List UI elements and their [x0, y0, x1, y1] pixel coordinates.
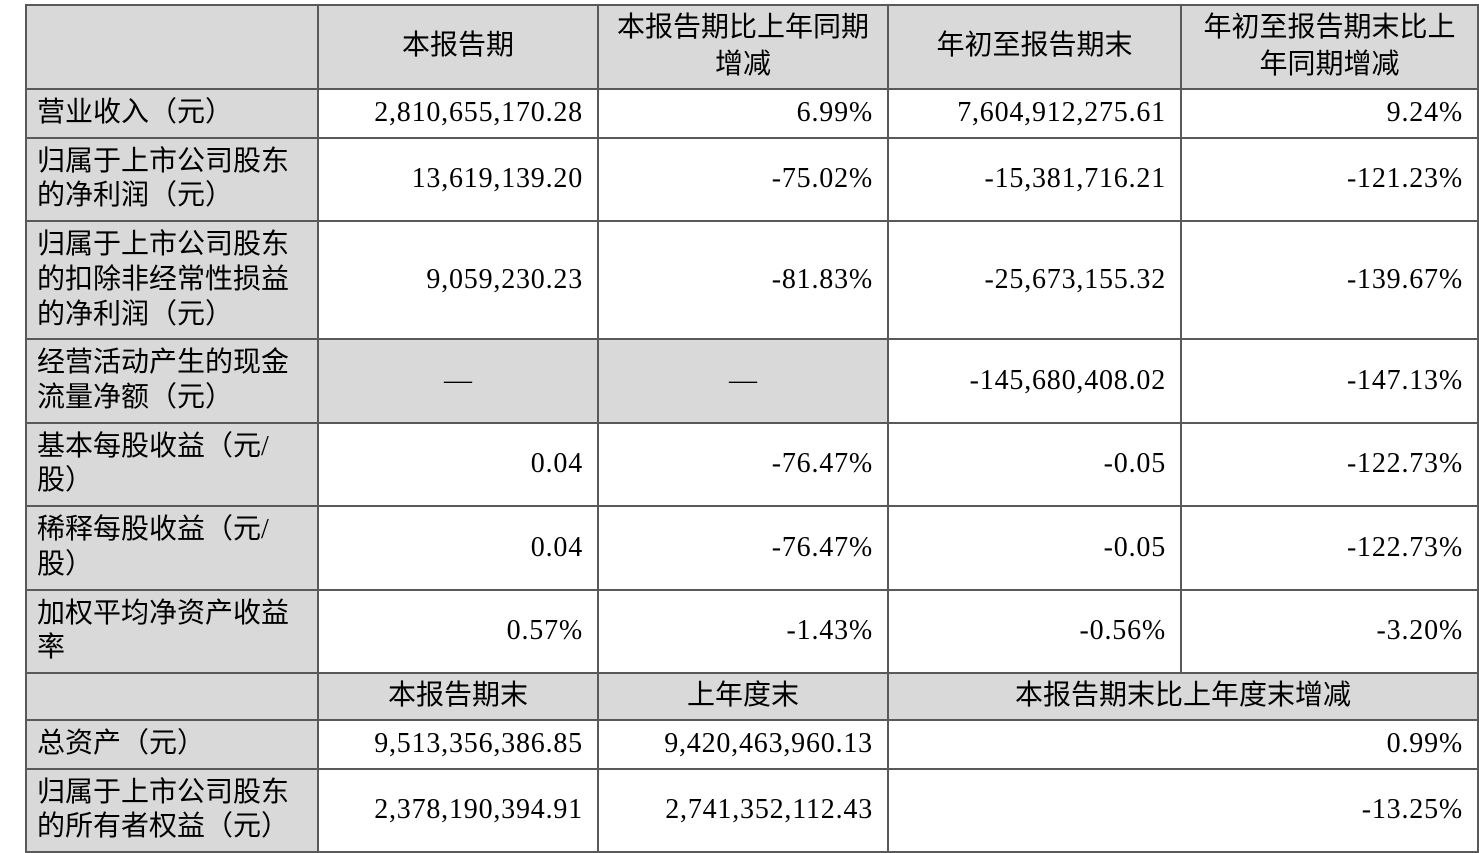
value-cell: -0.56%: [887, 588, 1182, 674]
value-cell: 9,513,356,386.85: [317, 718, 599, 770]
value-cell: 2,741,352,112.43: [597, 767, 889, 853]
financial-summary-table: 本报告期 本报告期比上年同期增减 年初至报告期末 年初至报告期末比上年同期增减 …: [25, 4, 1479, 853]
value-cell: -76.47%: [597, 421, 889, 508]
value-cell: 2,810,655,170.28: [317, 87, 599, 139]
row-label: 经营活动产生的现金流量净额（元）: [25, 338, 319, 424]
balance-header-row: 本报告期末 上年度末 本报告期末比上年度末增减: [25, 671, 1479, 721]
value-cell: 9.24%: [1180, 87, 1479, 139]
value-cell: -121.23%: [1180, 136, 1479, 223]
table-row-equity-attributable-to-shareholders: 归属于上市公司股东的所有者权益（元） 2,378,190,394.91 2,74…: [25, 767, 1479, 853]
row-label: 总资产（元）: [25, 718, 319, 770]
value-cell: -145,680,408.02: [887, 338, 1182, 424]
corner-cell: [25, 4, 319, 90]
value-cell: 0.99%: [887, 718, 1479, 770]
value-cell: 9,420,463,960.13: [597, 718, 889, 770]
not-applicable-cell: —: [597, 338, 889, 424]
row-label: 基本每股收益（元/股）: [25, 421, 319, 508]
value-cell: 0.57%: [317, 588, 599, 674]
table-row-weighted-avg-roe: 加权平均净资产收益率 0.57% -1.43% -0.56% -3.20%: [25, 588, 1479, 674]
value-cell: 6.99%: [597, 87, 889, 139]
corner-cell: [25, 671, 319, 721]
value-cell: 0.04: [317, 505, 599, 591]
value-cell: -76.47%: [597, 505, 889, 591]
column-header-ytd: 年初至报告期末: [887, 4, 1182, 90]
value-cell: -15,381,716.21: [887, 136, 1182, 223]
not-applicable-cell: —: [317, 338, 599, 424]
value-cell: -75.02%: [597, 136, 889, 223]
column-header-period-yoy-change: 本报告期比上年同期增减: [597, 4, 889, 90]
value-cell: 13,619,139.20: [317, 136, 599, 223]
value-cell: -147.13%: [1180, 338, 1479, 424]
column-header-ytd-yoy-change: 年初至报告期末比上年同期增减: [1180, 4, 1479, 90]
value-cell: -3.20%: [1180, 588, 1479, 674]
table-row-basic-eps: 基本每股收益（元/股） 0.04 -76.47% -0.05 -122.73%: [25, 421, 1479, 508]
value-cell: 2,378,190,394.91: [317, 767, 599, 853]
value-cell: -25,673,155.32: [887, 220, 1182, 341]
value-cell: -13.25%: [887, 767, 1479, 853]
table-row-revenue: 营业收入（元） 2,810,655,170.28 6.99% 7,604,912…: [25, 87, 1479, 139]
column-header-end-of-last-year: 上年度末: [597, 671, 889, 721]
value-cell: 7,604,912,275.61: [887, 87, 1182, 139]
value-cell: -139.67%: [1180, 220, 1479, 341]
table-row-operating-cash-flow: 经营活动产生的现金流量净额（元） — — -145,680,408.02 -14…: [25, 338, 1479, 424]
row-label: 加权平均净资产收益率: [25, 588, 319, 674]
row-label: 稀释每股收益（元/股）: [25, 505, 319, 591]
table-row-net-profit-excl-nonrecurring: 归属于上市公司股东的扣除非经常性损益的净利润（元） 9,059,230.23 -…: [25, 220, 1479, 341]
period-header-row: 本报告期 本报告期比上年同期增减 年初至报告期末 年初至报告期末比上年同期增减: [25, 4, 1479, 90]
value-cell: -0.05: [887, 421, 1182, 508]
table-row-total-assets: 总资产（元） 9,513,356,386.85 9,420,463,960.13…: [25, 718, 1479, 770]
column-header-current-period: 本报告期: [317, 4, 599, 90]
value-cell: -81.83%: [597, 220, 889, 341]
value-cell: -122.73%: [1180, 421, 1479, 508]
column-header-end-of-period: 本报告期末: [317, 671, 599, 721]
value-cell: -122.73%: [1180, 505, 1479, 591]
table-row-net-profit: 归属于上市公司股东的净利润（元） 13,619,139.20 -75.02% -…: [25, 136, 1479, 223]
row-label: 归属于上市公司股东的扣除非经常性损益的净利润（元）: [25, 220, 319, 341]
column-header-change-vs-last-year-end: 本报告期末比上年度末增减: [887, 671, 1479, 721]
value-cell: -1.43%: [597, 588, 889, 674]
row-label: 归属于上市公司股东的净利润（元）: [25, 136, 319, 223]
row-label: 归属于上市公司股东的所有者权益（元）: [25, 767, 319, 853]
value-cell: 9,059,230.23: [317, 220, 599, 341]
value-cell: 0.04: [317, 421, 599, 508]
table-row-diluted-eps: 稀释每股收益（元/股） 0.04 -76.47% -0.05 -122.73%: [25, 505, 1479, 591]
value-cell: -0.05: [887, 505, 1182, 591]
row-label: 营业收入（元）: [25, 87, 319, 139]
